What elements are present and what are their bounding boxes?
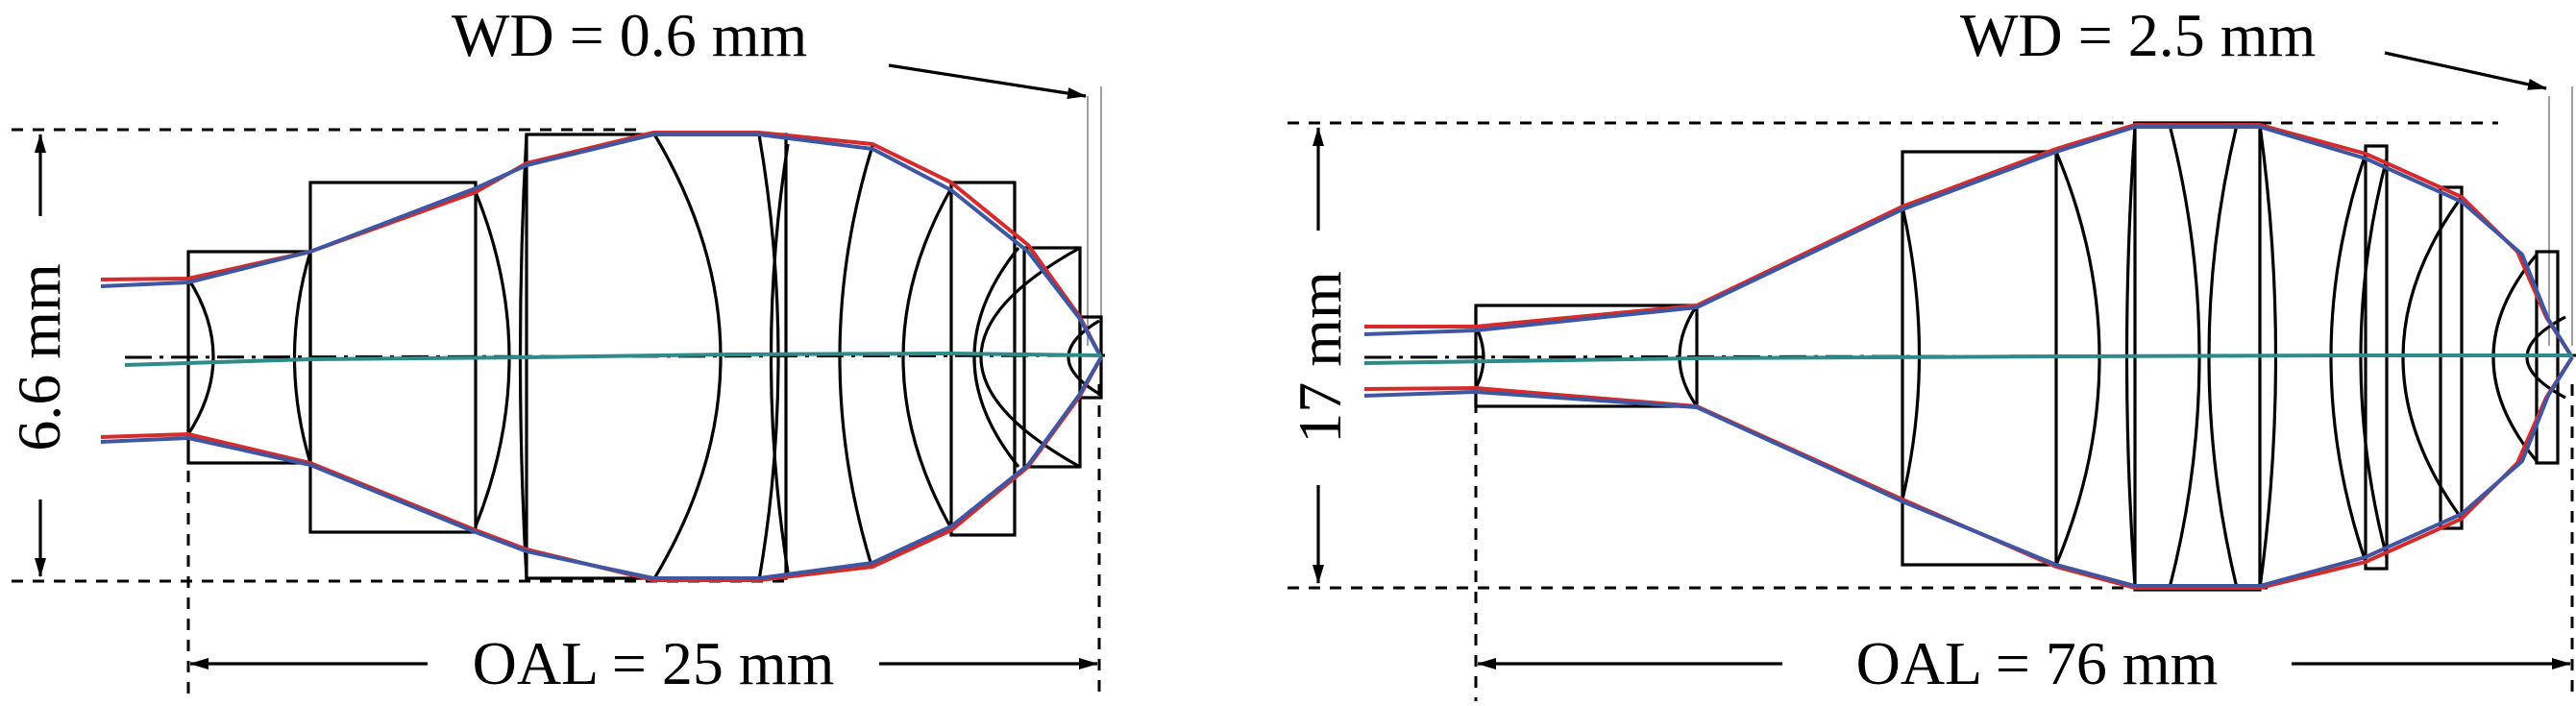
left-surface-6: [757, 134, 780, 581]
left-wd-arrow: [888, 63, 1087, 99]
right-wd-arrow: [2384, 51, 2547, 90]
right-mount-1: [1474, 304, 1699, 408]
right-lens-diagram: 17 mm OAL = 76 mm WD = 2.5 mm: [1286, 1, 2576, 701]
right-marginal-ray-red-bottom: [1363, 355, 2574, 590]
right-marginal-ray-blue-top: [1363, 125, 2574, 359]
right-surface-9: [2329, 153, 2367, 563]
left-surface-5: [651, 132, 723, 581]
left-surface-10: [972, 246, 1020, 469]
right-surface-1: [1474, 326, 1485, 389]
right-surface-3: [1901, 206, 1922, 500]
right-surface-11: [2401, 196, 2464, 520]
right-surface-2: [1678, 304, 1699, 407]
right-chief-ray: [1363, 353, 2572, 365]
left-surface-7: [769, 143, 790, 573]
left-surface-2: [292, 251, 312, 464]
left-lens-diagram: 6.6 mm OAL = 25 mm WD = 0.6 mm: [5, 1, 1106, 701]
right-mount-5: [2439, 185, 2464, 530]
right-marginal-ray-blue-bottom: [1363, 355, 2574, 588]
left-surface-1: [186, 278, 215, 435]
left-marginal-ray-blue-bottom: [100, 355, 1103, 580]
right-oal-label: OAL = 76 mm: [1856, 629, 2219, 697]
left-optical-axis: [124, 353, 1106, 359]
left-surface-11: [979, 246, 1081, 469]
left-surface-9: [901, 187, 953, 529]
left-chief-ray: [124, 351, 1102, 367]
left-mount-4: [949, 181, 1017, 537]
right-wd-label: WD = 2.5 mm: [1960, 1, 2316, 69]
left-oal-label: OAL = 25 mm: [473, 629, 835, 697]
right-surface-12: [2491, 253, 2539, 463]
left-marginal-ray-blue-top: [100, 133, 1103, 358]
left-surface-12: [1067, 319, 1100, 396]
left-surface-8: [838, 145, 874, 570]
right-surface-4: [2054, 151, 2101, 566]
right-surface-10: [2359, 158, 2389, 558]
left-wd-label: WD = 0.6 mm: [452, 1, 807, 69]
left-height-label: 6.6 mm: [5, 263, 73, 451]
right-height-label: 17 mm: [1286, 271, 1354, 444]
